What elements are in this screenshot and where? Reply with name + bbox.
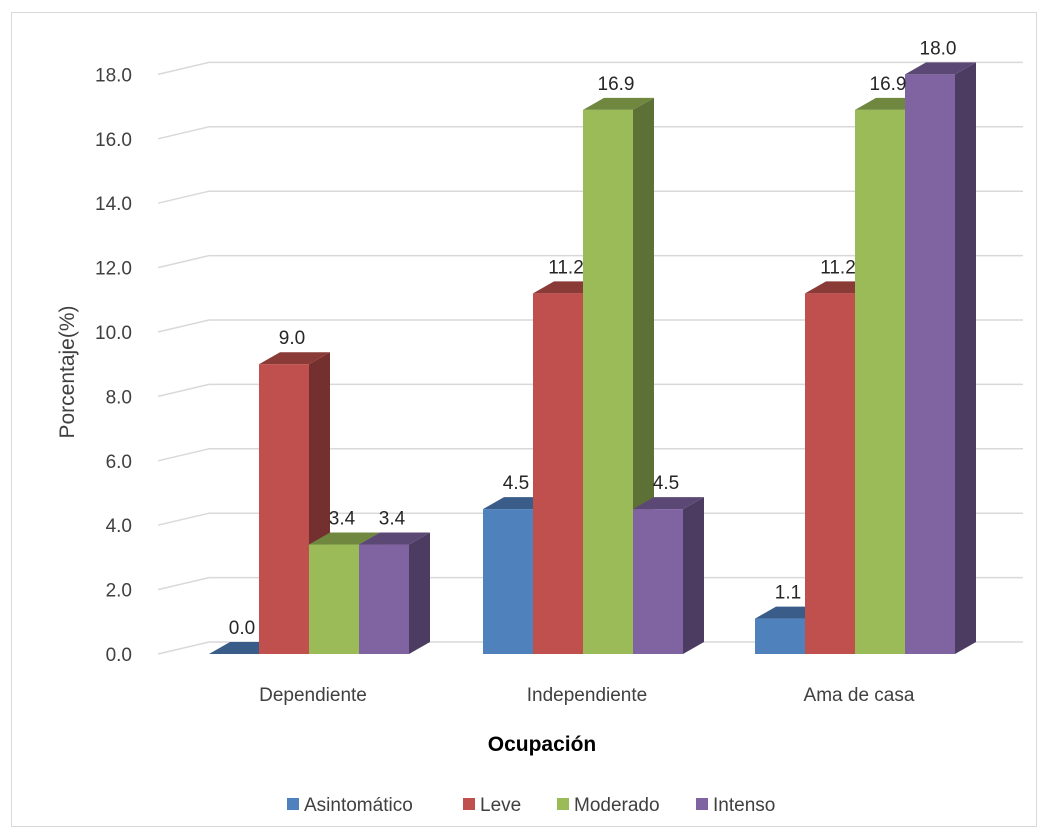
x-axis-title: Ocupación [488, 733, 597, 756]
legend-swatch [463, 798, 475, 810]
bar [905, 74, 955, 654]
gridline-side [157, 126, 210, 140]
bar [259, 364, 309, 654]
data-label: 4.5 [653, 473, 679, 494]
bar [583, 109, 633, 654]
legend-label: Leve [480, 795, 521, 816]
legend-swatch [696, 798, 708, 810]
bar-side [955, 62, 976, 654]
bar-top [633, 497, 704, 510]
y-tick-label: 2.0 [106, 581, 132, 602]
bar [755, 618, 805, 654]
bar-chart: 0.0 2.0 4.0 6.0 8.0 10.0 12.0 14.0 16.0 18.0 0.0 9… [56, 38, 1023, 816]
y-tick-label: 8.0 [106, 387, 132, 408]
data-label: 16.9 [870, 74, 907, 95]
y-tick-label: 6.0 [106, 452, 132, 473]
data-label: 9.0 [279, 328, 305, 349]
bar [483, 509, 533, 654]
data-label: 18.0 [920, 38, 957, 59]
gridline-side [157, 319, 210, 333]
bar-top [259, 352, 330, 365]
y-tick-label: 12.0 [95, 259, 132, 280]
data-label: 11.2 [820, 257, 856, 278]
bar [533, 293, 583, 654]
y-tick-label: 16.0 [95, 130, 132, 151]
gridline-side [157, 383, 210, 398]
legend-label: Intenso [713, 795, 775, 816]
data-labels: 0.0 9.0 3.4 3.4 4.5 11.2 16.9 4.5 1.1 11.2 16.9 18.… [229, 38, 957, 639]
x-category-label: Dependiente [259, 685, 367, 706]
y-tick-label: 14.0 [95, 194, 132, 215]
bars [209, 62, 976, 654]
bar-top [583, 97, 654, 110]
y-tick-label: 18.0 [95, 65, 132, 86]
gridline-side [157, 254, 210, 269]
chart-frame: 0.0 2.0 4.0 6.0 8.0 10.0 12.0 14.0 16.0 18.0 0.0 9… [11, 12, 1037, 827]
bar-top [359, 532, 430, 545]
gridline-side [157, 512, 210, 526]
bar-side [683, 497, 704, 654]
y-tick-label: 0.0 [106, 645, 132, 666]
bar [633, 509, 683, 654]
data-label: 11.2 [548, 257, 584, 278]
bar [855, 109, 905, 654]
data-label: 16.9 [598, 74, 635, 95]
bar-top [309, 532, 380, 545]
gridline-side [157, 641, 210, 655]
legend-label: Moderado [574, 795, 660, 816]
bar-side [409, 532, 430, 654]
legend: Asintomático Leve Moderado Intenso [287, 795, 775, 816]
legend-swatch [287, 798, 299, 810]
x-category-label: Independiente [527, 685, 647, 706]
legend-label: Asintomático [304, 795, 413, 816]
bar [309, 544, 359, 654]
y-axis-ticks: 0.0 2.0 4.0 6.0 8.0 10.0 12.0 14.0 16.0 18.0 [95, 65, 132, 666]
y-tick-label: 10.0 [95, 323, 132, 344]
gridline-side [157, 576, 210, 591]
gridline-side [157, 448, 210, 462]
data-label: 4.5 [503, 473, 529, 494]
x-axis-categories: Dependiente Independiente Ama de casa [259, 685, 915, 706]
data-label: 1.1 [775, 583, 801, 604]
data-label: 3.4 [329, 509, 356, 530]
x-category-label: Ama de casa [804, 685, 915, 706]
y-tick-label: 4.0 [106, 516, 132, 537]
y-axis-title: Porcentaje(%) [56, 305, 79, 438]
gridline-side [157, 190, 210, 204]
gridline-side [157, 61, 210, 76]
bar [805, 293, 855, 654]
bar [359, 544, 409, 654]
legend-swatch [557, 798, 569, 810]
data-label: 0.0 [229, 618, 255, 639]
data-label: 3.4 [379, 509, 406, 530]
bar-top [905, 62, 976, 75]
